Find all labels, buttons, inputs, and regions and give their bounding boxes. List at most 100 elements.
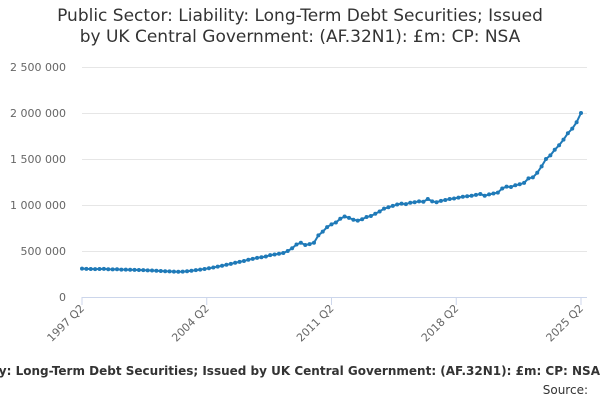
- data-point: [255, 255, 260, 260]
- data-point: [487, 192, 492, 197]
- data-point: [106, 267, 111, 272]
- data-point: [285, 249, 290, 253]
- x-tick-label: 1997 Q2: [45, 302, 88, 345]
- data-point: [281, 251, 286, 256]
- data-point: [500, 186, 505, 191]
- data-point: [338, 216, 343, 221]
- data-point: [189, 268, 194, 273]
- data-point: [233, 260, 238, 265]
- data-point: [206, 266, 211, 271]
- data-point: [176, 269, 181, 274]
- data-point: [421, 199, 426, 204]
- data-point: [211, 265, 216, 270]
- data-point: [215, 264, 220, 269]
- data-point: [193, 268, 198, 273]
- data-point: [482, 193, 487, 198]
- data-point: [469, 193, 474, 198]
- data-point: [491, 191, 496, 196]
- series: [80, 111, 583, 274]
- y-tick-label: 500 000: [21, 245, 67, 258]
- y-tick-label: 0: [59, 291, 66, 304]
- data-point: [364, 214, 369, 219]
- x-tick-label: 2025 Q2: [544, 302, 587, 345]
- data-point: [373, 211, 378, 216]
- data-point: [259, 255, 264, 260]
- data-point: [84, 266, 89, 271]
- data-point: [115, 267, 120, 272]
- data-point: [386, 205, 391, 210]
- x-tick-label: 2018 Q2: [419, 302, 462, 345]
- data-point: [220, 263, 225, 268]
- data-point: [508, 185, 513, 190]
- data-point: [403, 202, 408, 207]
- data-point: [526, 176, 531, 181]
- data-point: [377, 209, 382, 214]
- data-point: [368, 214, 373, 219]
- x-tick-label: 2004 Q2: [169, 302, 212, 345]
- data-point: [579, 111, 583, 115]
- x-axis-tick-labels: 1997 Q2 2004 Q2 2011 Q2 2018 Q2 2025 Q2: [45, 302, 587, 345]
- data-point: [311, 240, 316, 245]
- data-point: [241, 258, 246, 263]
- data-point: [329, 222, 334, 227]
- data-point: [390, 203, 395, 208]
- data-point: [136, 268, 141, 273]
- data-point: [522, 180, 527, 185]
- chart-title-line-1: Public Sector: Liability: Long-Term Debt…: [57, 6, 543, 26]
- y-axis-tick-labels: 0 500 000 1 000 000 1 500 000 2 000 000 2 500…: [10, 61, 66, 304]
- chart-title: Public Sector: Liability: Long-Term Debt…: [0, 6, 600, 48]
- data-point: [268, 253, 273, 258]
- data-point: [119, 267, 124, 272]
- data-point: [565, 131, 570, 136]
- data-point: [360, 217, 365, 222]
- data-point: [408, 200, 413, 205]
- data-point: [460, 194, 465, 199]
- data-point: [246, 257, 251, 262]
- data-point: [198, 267, 203, 272]
- data-point: [425, 197, 430, 202]
- data-point: [399, 201, 404, 206]
- data-point: [263, 254, 268, 259]
- data-point: [145, 268, 150, 273]
- data-point: [202, 266, 207, 271]
- data-point: [530, 175, 535, 180]
- x-tick-label: 2011 Q2: [294, 302, 337, 345]
- data-point: [465, 194, 470, 199]
- data-point: [303, 243, 308, 248]
- data-point: [150, 268, 155, 273]
- data-point: [294, 242, 299, 247]
- series-legend: Public Sector: Liability: Long-Term Debt…: [0, 364, 600, 382]
- y-tick-label: 2 500 000: [10, 61, 66, 74]
- data-point: [180, 269, 185, 274]
- data-point: [250, 256, 255, 261]
- data-point: [97, 267, 102, 272]
- data-point: [495, 190, 500, 195]
- data-point: [154, 268, 159, 273]
- data-point: [320, 229, 325, 234]
- data-point: [276, 251, 281, 256]
- data-point: [561, 137, 566, 142]
- data-point: [543, 157, 548, 161]
- data-point: [141, 268, 146, 273]
- data-point: [110, 267, 115, 272]
- chart-title-line-2: by UK Central Government: (AF.32N1): £m:…: [79, 27, 521, 47]
- data-point: [417, 199, 422, 204]
- axes: [81, 297, 587, 305]
- data-point: [185, 269, 190, 274]
- y-tick-label: 1 000 000: [10, 199, 66, 212]
- data-point: [447, 197, 452, 202]
- data-point: [355, 218, 360, 223]
- data-point: [163, 269, 168, 274]
- data-point: [342, 214, 347, 219]
- data-point: [456, 195, 461, 200]
- data-point: [473, 192, 478, 197]
- data-point: [382, 206, 387, 211]
- data-point: [412, 200, 417, 205]
- data-point: [574, 120, 579, 125]
- data-point: [539, 164, 544, 169]
- data-point: [443, 197, 448, 202]
- data-point: [570, 126, 575, 131]
- data-point: [430, 199, 435, 204]
- data-point: [93, 267, 98, 272]
